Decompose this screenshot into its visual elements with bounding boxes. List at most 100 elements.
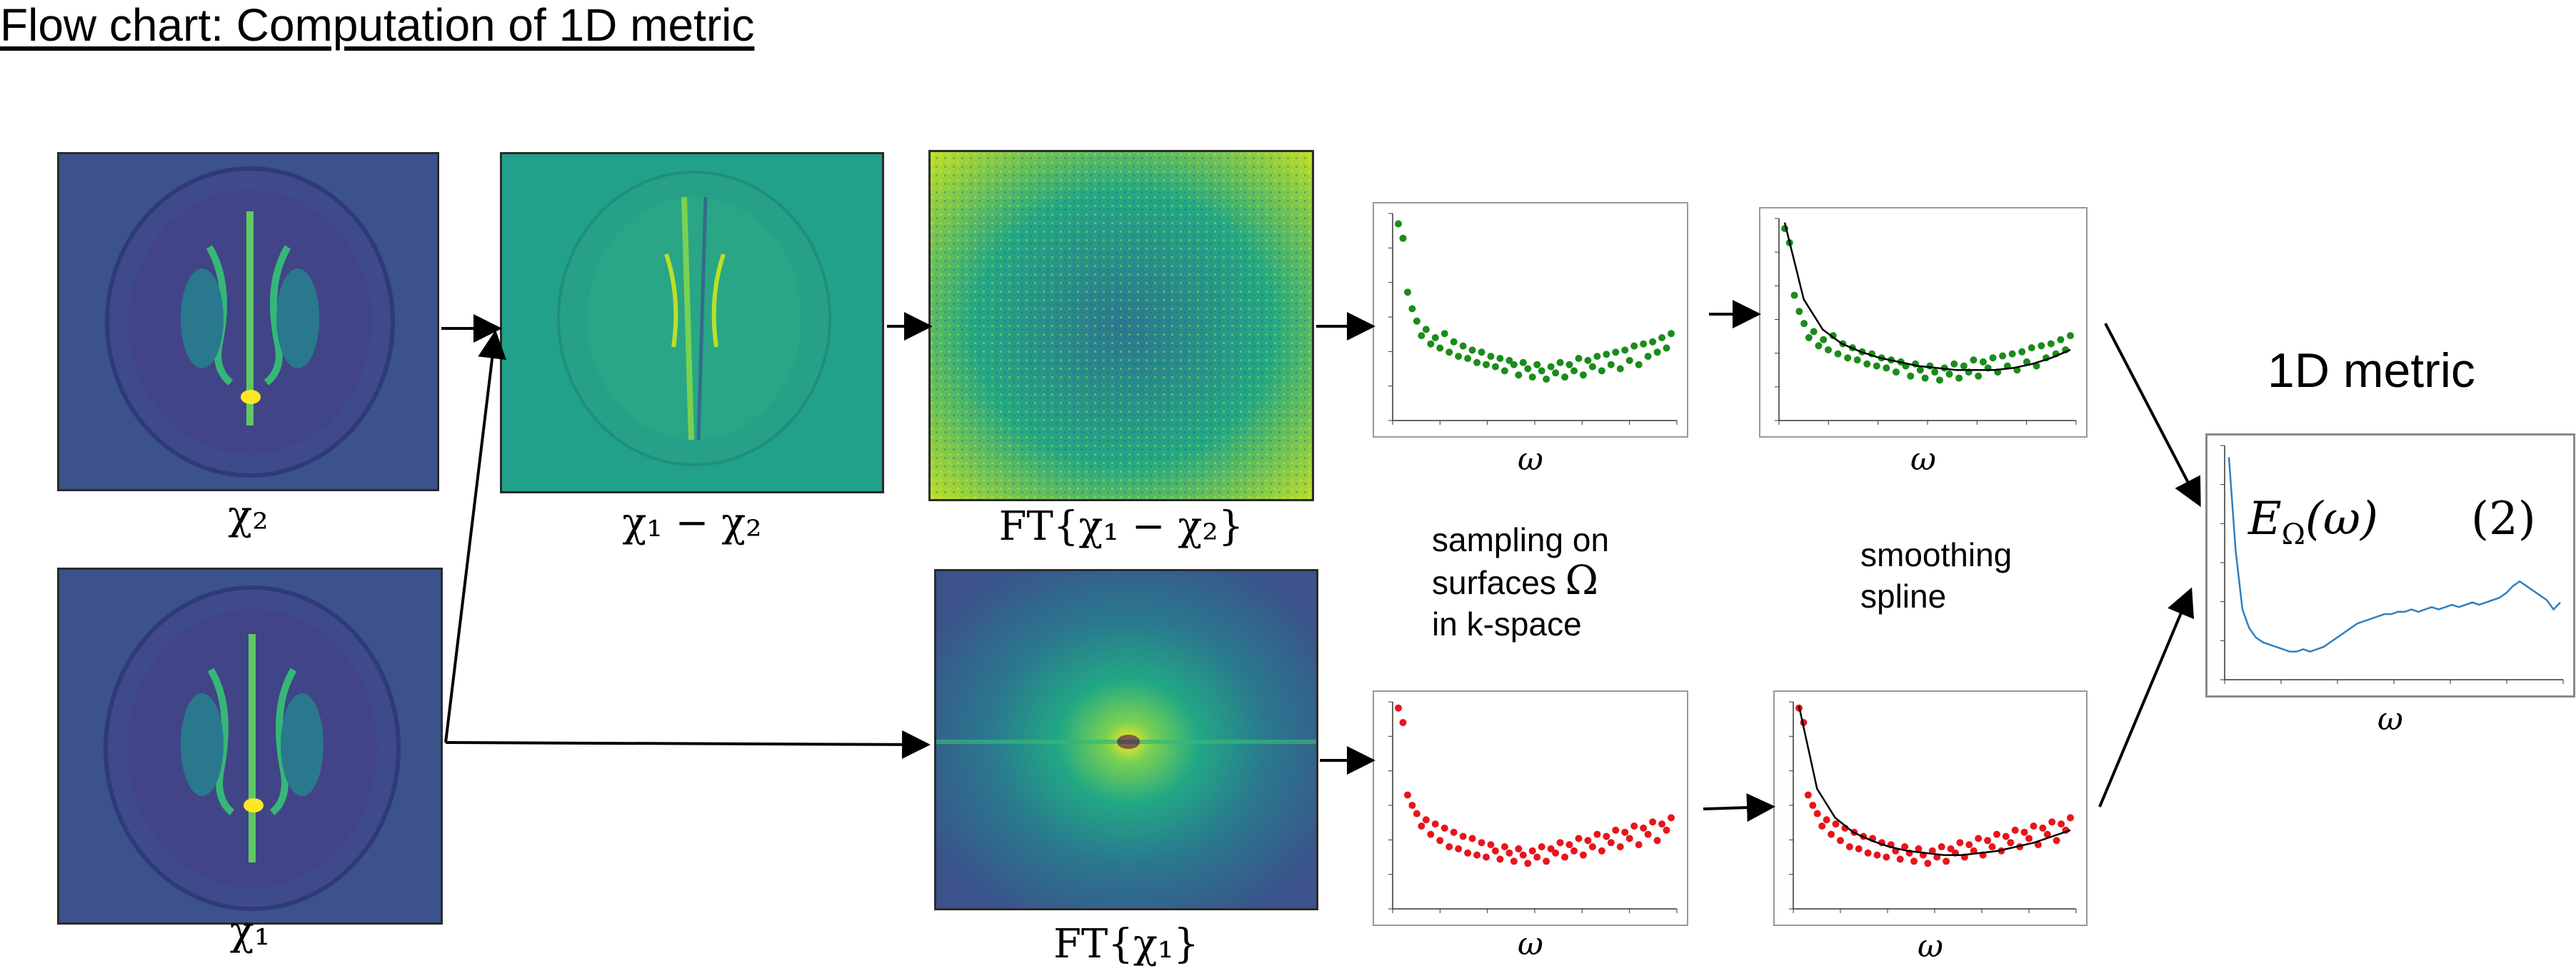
data-point [1478,348,1485,356]
data-point [1800,320,1808,328]
data-point [1422,816,1430,824]
data-point [1901,843,1909,850]
data-point [1960,362,1968,370]
data-point [1431,334,1439,341]
formula-sub: Ω [2281,518,2305,551]
data-point [1436,837,1444,845]
data-point [1950,360,1958,368]
metric-line [2227,457,2561,653]
data-point [1575,355,1583,362]
data-point [1556,358,1564,366]
data-point [1533,853,1541,861]
data-point [1993,830,2000,838]
data-point [1975,372,1983,380]
data-point [1815,342,1823,350]
data-point [1863,360,1871,368]
data-point [2057,336,2065,343]
data-point [1556,839,1564,847]
data-point [1547,363,1555,371]
metric-plot [2205,433,2575,698]
data-point [1625,835,1633,842]
data-point [1616,843,1624,850]
data-point [1668,814,1675,822]
data-point [1795,308,1803,316]
data-point [1598,847,1605,855]
data-point [1436,344,1444,352]
data-point [1873,362,1880,370]
data-point [1445,348,1453,356]
data-point [1408,305,1416,313]
data-point [1570,847,1578,855]
sampling-line3: in k-space [1432,605,1582,643]
data-point [1561,373,1569,381]
formula-arg: (ω) [2305,493,2379,545]
data-point [1487,353,1495,361]
arrow-plot4-to-metric [2098,587,2195,808]
arrow-chi1-to-diff [444,330,507,743]
data-point [1989,354,1997,362]
data-point [1834,350,1842,358]
data-point [2008,350,2016,358]
data-point [1519,851,1527,859]
data-point [1668,330,1675,338]
data-point [1483,853,1490,861]
data-point [1653,837,1661,845]
data-point [1921,374,1929,382]
ft-chi1-label: FT{χ₁} [1053,921,1199,967]
data-point [1450,828,1458,836]
data-point [1603,351,1610,358]
data-point [2039,824,2047,832]
data-point [1630,822,1638,830]
data-point [1640,340,1648,348]
data-point [1653,348,1661,356]
data-point [2048,818,2056,826]
data-point [1640,824,1648,832]
data-point [1658,820,1666,828]
data-point [1938,843,1945,850]
data-point [1999,352,2007,360]
sampling-note: sampling on surfaces Ω in k-space [1432,519,1609,645]
smoothing-line2: spline [1860,578,1947,615]
sampled-diff-plot [1373,202,1688,438]
diff-label: χ₁ − χ₂ [622,500,762,546]
data-point [1612,826,1620,834]
data-point [2018,348,2026,356]
data-point [1399,719,1407,726]
data-point [1845,843,1853,850]
smoothed-chi1-plot [1773,690,2088,926]
data-point [1813,810,1821,817]
data-point [1418,332,1425,340]
data-point [1832,820,1840,828]
data-point [1413,810,1420,817]
data-point [1663,826,1670,834]
data-point [2058,820,2065,828]
data-point [1505,356,1513,364]
data-point [1524,860,1532,867]
data-point [1570,367,1578,375]
data-point [1561,853,1569,861]
data-point [1500,367,1508,375]
data-point [2033,362,2040,370]
data-point [1524,365,1532,373]
data-point [1844,354,1852,362]
data-point [2030,822,2038,830]
data-point [2053,837,2060,845]
data-point [1440,330,1448,338]
data-point [1621,828,1629,836]
data-point [1970,356,1978,364]
data-point [1459,832,1467,840]
data-point [1635,361,1643,368]
arrow-plot3-to-plot4 [1703,793,1775,822]
data-point [1873,851,1881,859]
data-point [2011,826,2019,834]
data-point [1790,291,1798,299]
chi1-label: χ₁ [229,908,271,955]
data-point [1607,839,1615,847]
data-point [1915,845,1923,852]
data-point [1510,361,1518,368]
data-point [1924,860,1932,867]
data-point [1418,822,1425,830]
data-point [1515,845,1523,852]
data-point [1440,824,1448,832]
data-point [1473,851,1481,859]
